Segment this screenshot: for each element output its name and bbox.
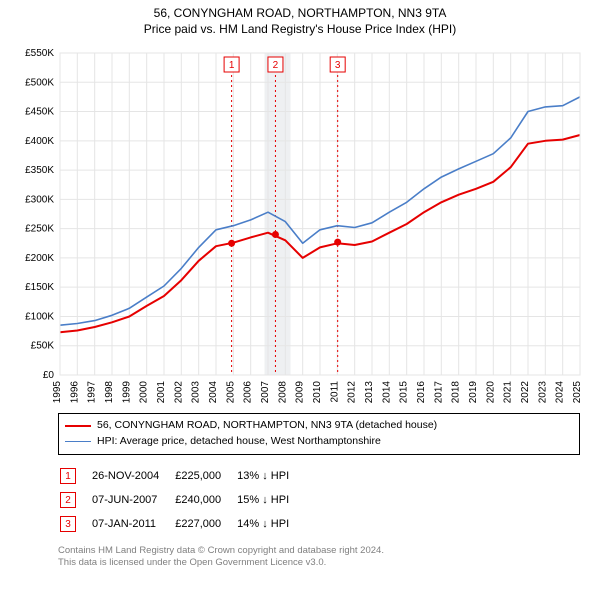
svg-text:2025: 2025 xyxy=(572,381,583,404)
svg-text:£50K: £50K xyxy=(31,341,55,352)
footer-line-2: This data is licensed under the Open Gov… xyxy=(58,557,580,569)
svg-text:1995: 1995 xyxy=(52,381,63,404)
legend-row: HPI: Average price, detached house, West… xyxy=(65,434,573,450)
legend-swatch xyxy=(65,425,91,427)
svg-text:3: 3 xyxy=(335,60,341,71)
footer-line-1: Contains HM Land Registry data © Crown c… xyxy=(58,545,580,557)
legend-label: 56, CONYNGHAM ROAD, NORTHAMPTON, NN3 9TA… xyxy=(97,418,437,434)
svg-text:£250K: £250K xyxy=(25,224,54,235)
svg-text:£500K: £500K xyxy=(25,77,54,88)
sale-price: £225,000 xyxy=(175,465,235,487)
svg-text:2002: 2002 xyxy=(173,381,184,404)
svg-text:2021: 2021 xyxy=(503,381,514,404)
sale-delta: 14% ↓ HPI xyxy=(237,513,303,535)
svg-text:2020: 2020 xyxy=(485,381,496,404)
svg-text:1996: 1996 xyxy=(69,381,80,404)
sale-marker: 3 xyxy=(60,516,76,532)
sale-date: 07-JUN-2007 xyxy=(92,489,173,511)
sale-delta: 13% ↓ HPI xyxy=(237,465,303,487)
svg-text:2005: 2005 xyxy=(225,381,236,404)
svg-text:2018: 2018 xyxy=(451,381,462,404)
svg-text:2012: 2012 xyxy=(347,381,358,404)
svg-text:2011: 2011 xyxy=(329,381,340,403)
svg-text:2000: 2000 xyxy=(139,381,150,404)
svg-text:2015: 2015 xyxy=(399,381,410,404)
sale-marker: 2 xyxy=(60,492,76,508)
svg-text:2016: 2016 xyxy=(416,381,427,404)
sales-table: 1 26-NOV-2004£225,00013% ↓ HPI 2 07-JUN-200… xyxy=(58,463,305,537)
chart-title-block: 56, CONYNGHAM ROAD, NORTHAMPTON, NN3 9TA… xyxy=(0,0,600,41)
svg-text:1999: 1999 xyxy=(121,381,132,404)
svg-text:1998: 1998 xyxy=(104,381,115,404)
svg-text:1: 1 xyxy=(229,60,235,71)
sale-marker: 1 xyxy=(60,468,76,484)
price-chart: 1 2 3 £0 £50K £100K £150K £200K £250K £300K £350K £… xyxy=(10,45,590,405)
svg-text:£300K: £300K xyxy=(25,195,54,206)
svg-text:2008: 2008 xyxy=(277,381,288,404)
legend: 56, CONYNGHAM ROAD, NORTHAMPTON, NN3 9TA… xyxy=(58,413,580,455)
svg-text:2009: 2009 xyxy=(295,381,306,404)
sale-date: 07-JAN-2011 xyxy=(92,513,173,535)
title-line-1: 56, CONYNGHAM ROAD, NORTHAMPTON, NN3 9TA xyxy=(0,6,600,22)
svg-text:£150K: £150K xyxy=(25,282,54,293)
legend-label: HPI: Average price, detached house, West… xyxy=(97,434,381,450)
svg-text:2013: 2013 xyxy=(364,381,375,404)
sale-price: £240,000 xyxy=(175,489,235,511)
svg-text:£450K: £450K xyxy=(25,107,54,118)
svg-text:1997: 1997 xyxy=(87,381,98,404)
table-row: 1 26-NOV-2004£225,00013% ↓ HPI xyxy=(60,465,303,487)
svg-text:2003: 2003 xyxy=(191,381,202,404)
svg-text:2023: 2023 xyxy=(537,381,548,404)
svg-text:2006: 2006 xyxy=(243,381,254,404)
svg-text:2: 2 xyxy=(273,60,279,71)
svg-text:£550K: £550K xyxy=(25,48,54,59)
svg-text:£400K: £400K xyxy=(25,136,54,147)
svg-text:2019: 2019 xyxy=(468,381,479,404)
svg-text:2004: 2004 xyxy=(208,381,219,404)
svg-text:2007: 2007 xyxy=(260,381,271,404)
svg-text:£0: £0 xyxy=(43,370,55,381)
sale-delta: 15% ↓ HPI xyxy=(237,489,303,511)
sale-date: 26-NOV-2004 xyxy=(92,465,173,487)
svg-text:2014: 2014 xyxy=(381,381,392,404)
svg-text:2024: 2024 xyxy=(555,381,566,404)
svg-text:2001: 2001 xyxy=(156,381,167,404)
svg-text:2022: 2022 xyxy=(520,381,531,404)
sale-price: £227,000 xyxy=(175,513,235,535)
legend-row: 56, CONYNGHAM ROAD, NORTHAMPTON, NN3 9TA… xyxy=(65,418,573,434)
svg-text:2010: 2010 xyxy=(312,381,323,404)
svg-text:£200K: £200K xyxy=(25,253,54,264)
table-row: 2 07-JUN-2007£240,00015% ↓ HPI xyxy=(60,489,303,511)
legend-swatch xyxy=(65,441,91,442)
svg-text:£100K: £100K xyxy=(25,312,54,323)
footer-note: Contains HM Land Registry data © Crown c… xyxy=(58,545,580,570)
table-row: 3 07-JAN-2011£227,00014% ↓ HPI xyxy=(60,513,303,535)
svg-text:2017: 2017 xyxy=(433,381,444,404)
svg-text:£350K: £350K xyxy=(25,165,54,176)
chart-svg: 1 2 3 £0 £50K £100K £150K £200K £250K £300K £350K £… xyxy=(10,45,590,405)
title-line-2: Price paid vs. HM Land Registry's House … xyxy=(0,22,600,38)
